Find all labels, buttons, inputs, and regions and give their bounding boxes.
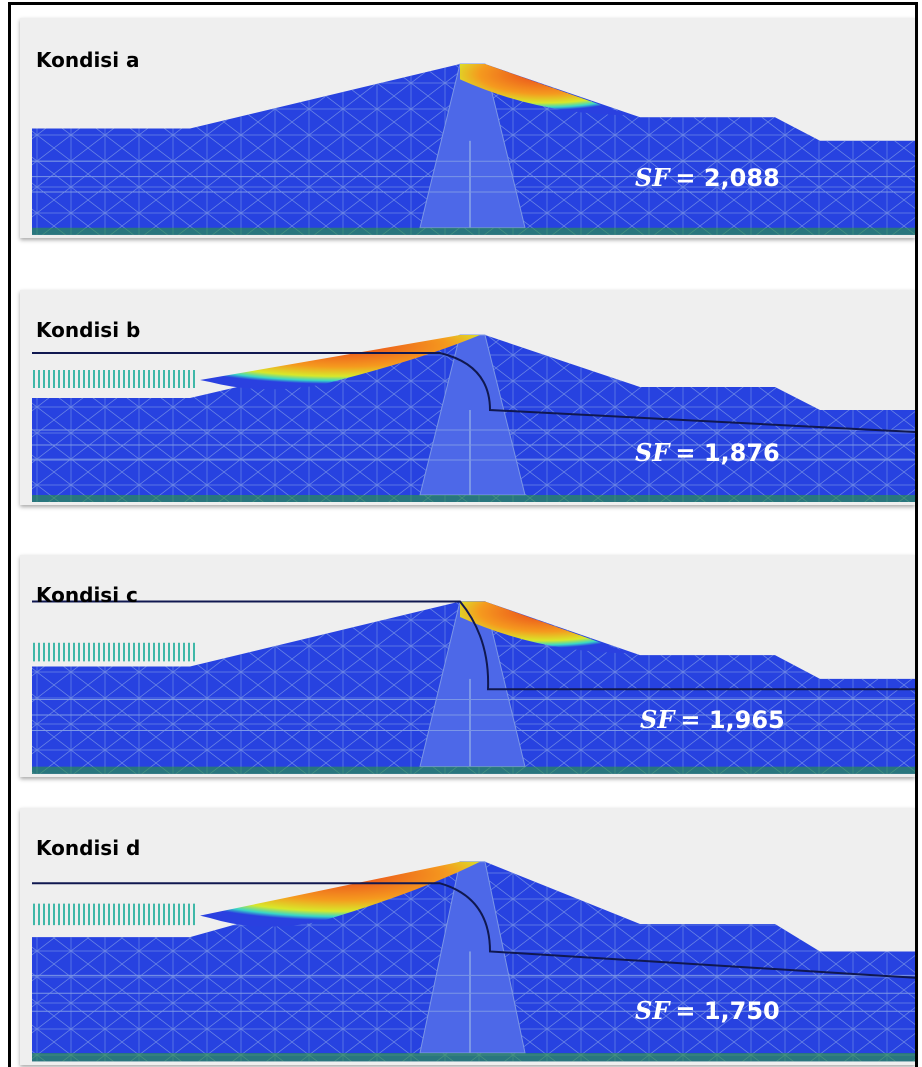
result-panel: Kondisi a SF= 2,088 (20, 18, 915, 238)
panel-label: Kondisi b (36, 318, 140, 342)
base-boundary (32, 767, 915, 774)
mesh-plot (20, 290, 915, 505)
sf-symbol: SF (640, 705, 674, 734)
base-boundary (32, 228, 915, 235)
result-panel: Kondisi d SF= 1,750 (20, 808, 915, 1065)
sf-value: = 1,750 (675, 997, 779, 1025)
sf-symbol: SF (635, 438, 669, 467)
safety-factor: SF= 1,876 (635, 438, 780, 467)
base-boundary (32, 495, 915, 502)
safety-factor: SF= 2,088 (635, 163, 780, 192)
sf-value: = 2,088 (675, 164, 779, 192)
result-panel: Kondisi c SF= 1,965 (20, 555, 915, 777)
mesh-plot (20, 18, 915, 238)
sf-symbol: SF (635, 996, 669, 1025)
safety-factor: SF= 1,965 (640, 705, 785, 734)
panel-label: Kondisi c (36, 583, 138, 607)
base-boundary (32, 1053, 915, 1061)
mesh-plot (20, 555, 915, 777)
mesh-plot (20, 808, 915, 1065)
safety-factor: SF= 1,750 (635, 996, 780, 1025)
panel-label: Kondisi d (36, 836, 140, 860)
sf-value: = 1,876 (675, 439, 779, 467)
result-panel: Kondisi b SF= 1,876 (20, 290, 915, 505)
panel-label: Kondisi a (36, 48, 140, 72)
sf-symbol: SF (635, 163, 669, 192)
sf-value: = 1,965 (680, 706, 784, 734)
